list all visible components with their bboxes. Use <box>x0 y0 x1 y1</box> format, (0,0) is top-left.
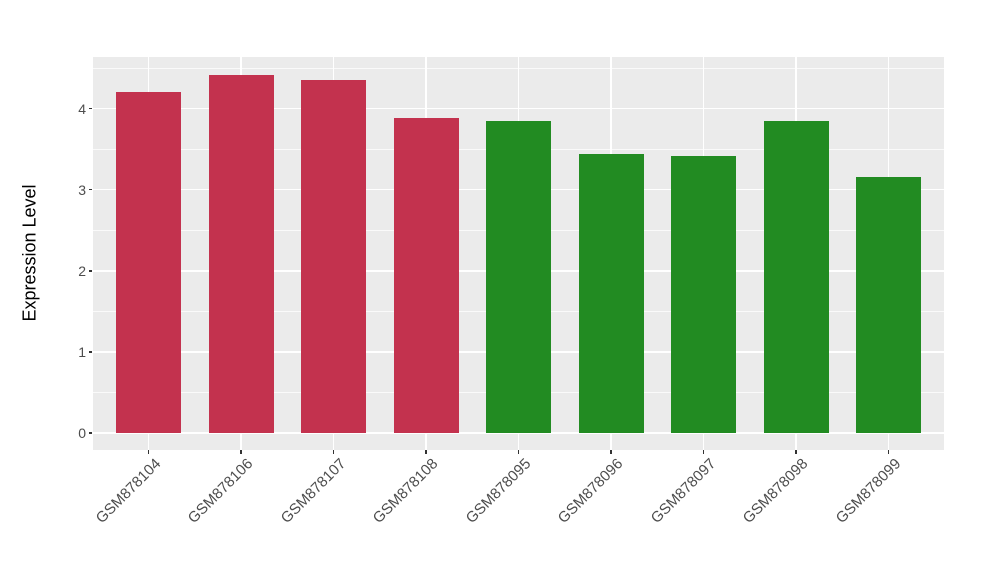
y-axis-tick-mark <box>89 270 92 272</box>
x-axis-tick-label: GSM878108 <box>369 455 442 527</box>
y-axis-tick-mark <box>89 432 92 434</box>
x-axis-tick-mark <box>517 450 520 454</box>
bar-GSM878099 <box>856 176 921 433</box>
y-axis-tick-mark <box>89 188 92 191</box>
bar-GSM878106 <box>208 74 274 433</box>
x-axis-tick-mark <box>702 450 705 454</box>
x-axis-tick-label: GSM878099 <box>832 455 904 527</box>
bar-GSM878107 <box>301 80 366 433</box>
y-axis-tick-label: 2 <box>78 262 86 279</box>
y-axis-tick-mark <box>89 107 92 110</box>
y-axis-tick-label: 3 <box>78 181 86 198</box>
x-axis-tick-mark <box>887 450 890 454</box>
x-axis-tick-label: GSM878106 <box>184 455 257 527</box>
x-axis-tick-mark <box>332 450 335 454</box>
bar-GSM878104 <box>116 92 181 433</box>
bar-GSM878098 <box>763 120 829 433</box>
x-axis-tick-mark <box>147 450 150 454</box>
bar-GSM878108 <box>393 118 459 433</box>
bar-GSM878097 <box>671 155 736 433</box>
x-axis-tick-label: GSM878104 <box>92 455 164 527</box>
y-axis-tick-label: 0 <box>78 425 86 441</box>
bar-GSM878095 <box>486 120 551 433</box>
x-axis-tick-mark <box>240 450 242 454</box>
y-axis-tick-label: 1 <box>78 343 86 360</box>
x-axis-tick-label: GSM878098 <box>739 455 812 527</box>
y-axis-tick-mark <box>89 351 92 353</box>
bar-GSM878096 <box>578 154 644 433</box>
y-axis-title: Expression Level <box>19 184 40 322</box>
x-axis-tick-label: GSM878095 <box>462 455 534 527</box>
x-axis-tick-mark <box>425 450 427 454</box>
x-axis-tick-label: GSM878107 <box>277 455 349 527</box>
x-axis-tick-label: GSM878096 <box>554 455 627 527</box>
y-axis-tick-label: 4 <box>78 100 86 117</box>
x-axis-tick-mark <box>795 450 797 454</box>
x-axis-tick-mark <box>610 450 612 454</box>
plot-panel <box>93 57 944 450</box>
x-axis-tick-label: GSM878097 <box>647 455 719 527</box>
